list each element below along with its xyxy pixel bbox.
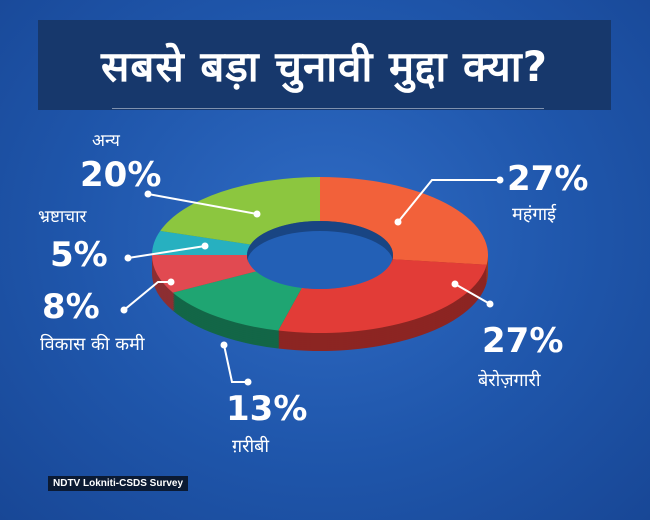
donut-slice: [320, 177, 488, 265]
slice-value-label: 5%: [50, 235, 108, 275]
leader-dot: [451, 280, 459, 288]
slice-category-label: अन्य: [92, 131, 121, 151]
leader-dot: [486, 300, 494, 308]
leader-dot: [394, 218, 402, 226]
leader-dot: [496, 176, 504, 184]
source-label: NDTV Lokniti-CSDS Survey: [48, 476, 189, 491]
leader-line: [397, 179, 500, 223]
slice-value-label: 27%: [482, 321, 563, 361]
leader-dot: [167, 278, 175, 286]
donut-hole: [247, 221, 393, 289]
donut-slice: [278, 259, 487, 333]
slice-category-label: भ्रष्टाचार: [38, 207, 87, 227]
slice-value-label: 20%: [80, 155, 161, 195]
leader-line: [123, 281, 171, 311]
donut-hole-wall: [247, 221, 393, 263]
slice-category-label: बेरोज़गारी: [478, 369, 541, 391]
slice-category-label: महंगाई: [512, 203, 557, 225]
leader-line: [127, 245, 206, 259]
slice-value-label: 13%: [226, 389, 307, 429]
leader-line: [147, 193, 258, 215]
slice-value-label: 8%: [42, 287, 100, 327]
donut-slice: [152, 255, 257, 293]
leader-dot: [253, 210, 261, 218]
donut-slice: [172, 271, 302, 331]
title-underline: [112, 108, 544, 109]
slice-category-label: ग़रीबी: [232, 435, 269, 457]
slice-category-label: विकास की कमी: [40, 333, 145, 355]
donut-slice: [152, 230, 251, 255]
slice-value-label: 27%: [507, 159, 588, 199]
leader-line: [454, 283, 491, 305]
leader-line: [223, 344, 248, 383]
leader-dot: [244, 378, 252, 386]
leader-dot: [220, 341, 228, 349]
leader-dot: [144, 190, 152, 198]
leader-dot: [124, 254, 132, 262]
leader-dot: [120, 306, 128, 314]
title-banner: सबसे बड़ा चुनावी मुद्दा क्या?: [38, 20, 611, 110]
chart-title: सबसे बड़ा चुनावी मुद्दा क्या?: [100, 41, 549, 91]
leader-dot: [201, 242, 209, 250]
